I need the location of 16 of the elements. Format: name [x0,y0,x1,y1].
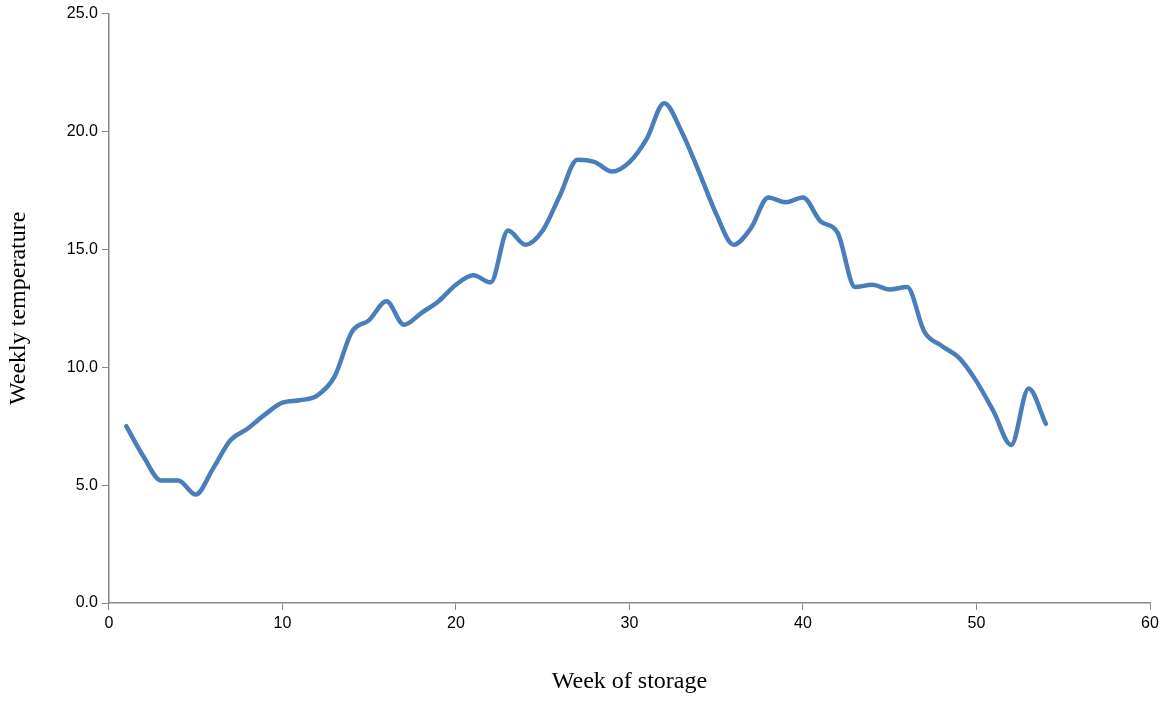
y-axis-title: Weekly temperature [3,211,30,405]
y-tick-label: 15.0 [66,239,99,257]
line-series [124,100,1049,497]
x-tick-label: 30 [620,614,639,632]
y-tick-label: 25.0 [66,4,99,22]
x-tick-label: 20 [447,614,465,632]
y-tick-label: 5.0 [75,475,99,493]
x-axis-title: Week of storage [551,666,708,693]
y-tick-label: 20.0 [66,121,99,139]
y-tick-label: 0.0 [75,593,99,611]
x-tick-label: 10 [273,614,292,632]
x-tick-label: 0 [104,614,114,632]
y-tick-label: 10.0 [66,357,99,375]
x-tick-label: 40 [794,614,812,632]
x-tick-label: 60 [1141,614,1159,632]
x-tick-label: 50 [967,614,986,632]
